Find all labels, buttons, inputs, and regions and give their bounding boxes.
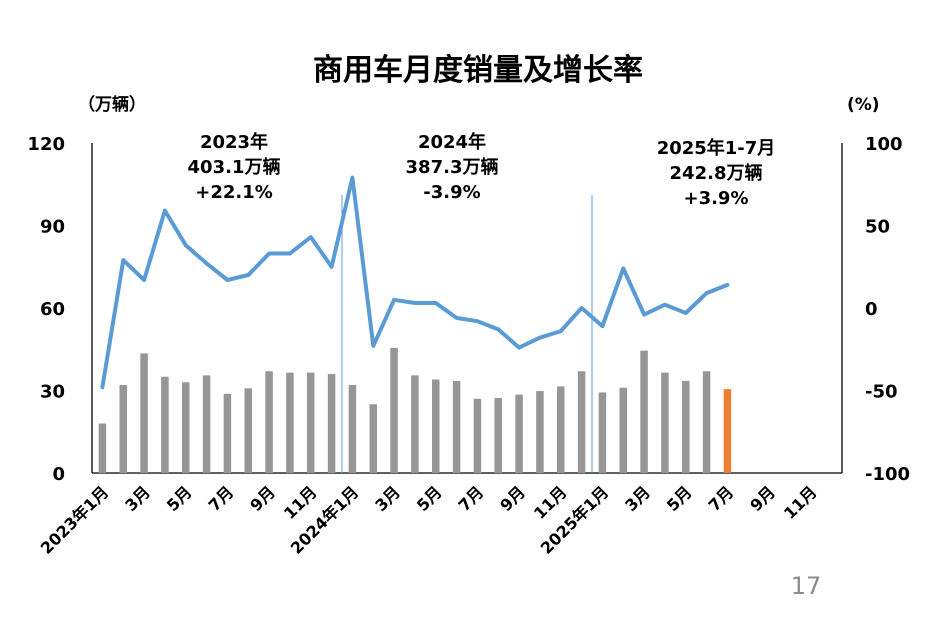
annotation-total: 403.1万辆 [188,156,281,178]
bar [348,385,357,473]
x-tick-label: 2023年1月 [37,482,112,557]
right-tick-label: 100 [865,134,903,155]
annotation-total: 242.8万辆 [670,162,763,184]
bar [369,404,377,473]
x-tick-label: 5月 [163,482,196,515]
annotation-year: 2025年1-7月 [657,137,776,159]
page-number: 17 [791,572,822,600]
left-tick-label: 30 [40,382,65,403]
chart-title: 商用车月度销量及增长率 [313,53,643,88]
bar [265,371,273,473]
right-tick-label: -100 [865,464,910,485]
growth-line [100,175,730,390]
annotation-growth: +22.1% [195,182,273,203]
bar [557,386,565,473]
annotation-growth: -3.9% [423,182,480,203]
bar [119,385,127,473]
x-tick-label: 5月 [413,482,446,515]
x-tick-label: 7月 [455,482,488,515]
bar [702,371,711,473]
bar [661,372,669,473]
bar [411,375,419,473]
left-tick-label: 120 [27,134,65,155]
annotation-2025: 2025年1-7月 242.8万辆 +3.9% [657,137,776,209]
left-tick-label: 60 [40,299,65,320]
right-tick-label: -50 [865,382,898,403]
bar [494,397,502,473]
annotation-total: 387.3万辆 [406,156,499,178]
bar [98,423,107,473]
bar [307,372,315,473]
bar [452,380,461,473]
x-tick-label: 9月 [496,482,529,515]
bar [723,389,732,473]
left-tick-label: 90 [40,217,65,238]
annotation-year: 2023年 [200,131,268,153]
bar [244,388,252,473]
x-tick-label: 3月 [371,482,404,515]
bar [223,393,232,473]
bar [432,379,440,473]
bar [619,387,627,473]
x-tick-label: 3月 [121,482,154,515]
annotation-2024: 2024年 387.3万辆 -3.9% [406,131,499,203]
bar [327,374,336,473]
bar [140,353,148,473]
x-tick-label: 7月 [705,482,738,515]
x-tick-label: 3月 [621,482,654,515]
bar [577,371,586,473]
right-axis-unit: (%) [847,95,880,115]
x-tick-label: 11月 [780,482,821,523]
annotation-year: 2024年 [418,131,486,153]
x-tick-label: 9月 [746,482,779,515]
bar [682,380,690,473]
bar [598,392,607,473]
bar [161,376,169,473]
x-tick-label: 7月 [205,482,238,515]
x-tick-label: 5月 [663,482,696,515]
bar [390,347,398,473]
bar [536,391,544,473]
right-tick-label: 50 [865,217,890,238]
left-tick-label: 0 [52,464,65,485]
bar [182,382,190,473]
annotation-growth: +3.9% [683,188,748,209]
bar [515,394,523,473]
bar [473,398,482,473]
bar [202,375,211,473]
bar [286,372,294,473]
x-tick-label: 9月 [246,482,279,515]
right-tick-label: 0 [865,299,878,320]
bar [640,350,648,473]
left-axis-unit: （万辆） [78,94,146,115]
annotation-2023: 2023年 403.1万辆 +22.1% [188,131,281,203]
